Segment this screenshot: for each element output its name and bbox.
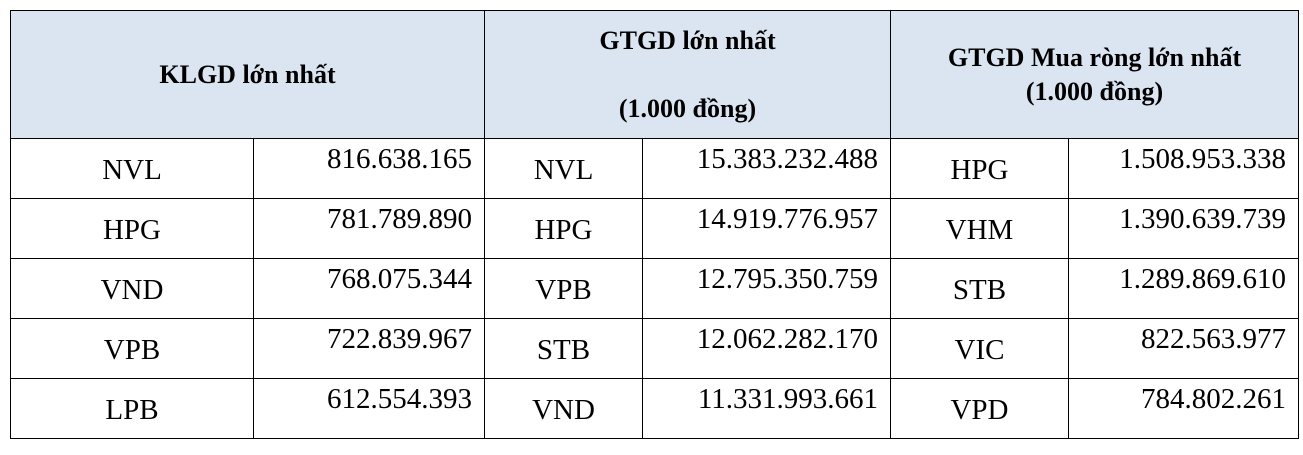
value-cell: 15.383.232.488 [642, 138, 891, 199]
value-cell: 1.508.953.338 [1068, 138, 1299, 199]
table-row: VPB 722.839.967 STB 12.062.282.170 VIC 822.56… [10, 318, 1299, 379]
ticker-cell: STB [890, 258, 1069, 319]
ticker-cell: NVL [10, 138, 254, 199]
ticker-cell: HPG [890, 138, 1069, 199]
value-cell: 816.638.165 [253, 138, 485, 199]
header-row: KLGD lớn nhất GTGD lớn nhất (1.000 đồng) GT… [10, 10, 1299, 139]
value-cell: 1.289.869.610 [1068, 258, 1299, 319]
value-cell: 781.789.890 [253, 198, 485, 259]
header-line: GTGD lớn nhất [599, 25, 776, 55]
ticker-cell: VIC [890, 318, 1069, 379]
ticker-cell: VPB [10, 318, 254, 379]
header-line: KLGD lớn nhất [159, 59, 336, 89]
ticker-cell: VND [484, 378, 643, 439]
table-row: LPB 612.554.393 VND 11.331.993.661 VPD 784.80… [10, 378, 1299, 439]
value-cell: 612.554.393 [253, 378, 485, 439]
stock-table: KLGD lớn nhất GTGD lớn nhất (1.000 đồng) GT… [10, 10, 1299, 439]
value-cell: 11.331.993.661 [642, 378, 891, 439]
column-header: GTGD lớn nhất (1.000 đồng) [484, 10, 891, 139]
value-cell: 1.390.639.739 [1068, 198, 1299, 259]
table-row: VND 768.075.344 VPB 12.795.350.759 STB 1.289.… [10, 258, 1299, 319]
column-header: GTGD Mua ròng lớn nhất (1.000 đồng) [890, 10, 1299, 139]
ticker-cell: HPG [484, 198, 643, 259]
ticker-cell: VND [10, 258, 254, 319]
value-cell: 784.802.261 [1068, 378, 1299, 439]
header-line: (1.000 đồng) [618, 93, 757, 123]
column-header: KLGD lớn nhất [10, 10, 485, 139]
ticker-cell: STB [484, 318, 643, 379]
value-cell: 14.919.776.957 [642, 198, 891, 259]
ticker-cell: HPG [10, 198, 254, 259]
value-cell: 12.062.282.170 [642, 318, 891, 379]
value-cell: 822.563.977 [1068, 318, 1299, 379]
value-cell: 12.795.350.759 [642, 258, 891, 319]
table-body: NVL 816.638.165 NVL 15.383.232.488 HPG 1.508.… [10, 138, 1299, 439]
table-row: NVL 816.638.165 NVL 15.383.232.488 HPG 1.508.… [10, 138, 1299, 199]
header-line: (1.000 đồng) [1025, 76, 1164, 106]
ticker-cell: NVL [484, 138, 643, 199]
header-line: GTGD Mua ròng lớn nhất [947, 42, 1242, 72]
ticker-cell: VHM [890, 198, 1069, 259]
table-row: HPG 781.789.890 HPG 14.919.776.957 VHM 1.390.… [10, 198, 1299, 259]
ticker-cell: VPB [484, 258, 643, 319]
ticker-cell: VPD [890, 378, 1069, 439]
value-cell: 768.075.344 [253, 258, 485, 319]
value-cell: 722.839.967 [253, 318, 485, 379]
ticker-cell: LPB [10, 378, 254, 439]
